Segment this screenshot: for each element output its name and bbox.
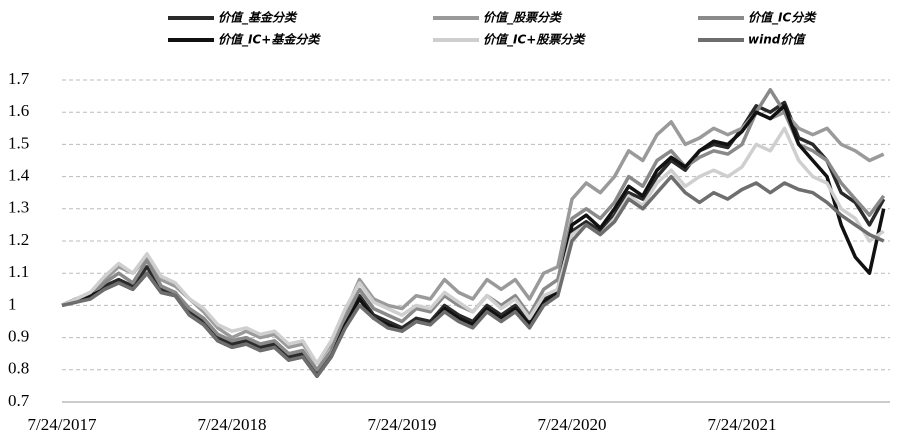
legend-label: 价值_IC+基金分类 [218, 33, 321, 48]
legend-label: 价值_股票分类 [483, 11, 563, 26]
series-line [61, 174, 885, 378]
series-line [61, 100, 886, 375]
legend-label: 价值_IC+股票分类 [483, 33, 586, 48]
x-tick-label: 7/24/2017 [28, 415, 97, 434]
y-tick-label: 0.7 [8, 391, 30, 410]
y-tick-label: 1.1 [8, 262, 29, 281]
series-line [61, 126, 885, 366]
x-tick-label: 7/24/2018 [198, 415, 267, 434]
y-tick-label: 1.4 [8, 166, 30, 185]
y-tick-label: 0.9 [8, 327, 29, 346]
y-tick-label: 0.8 [8, 359, 29, 378]
y-tick-label: 1.2 [8, 230, 29, 249]
y-tick-label: 1.6 [8, 101, 29, 120]
legend-label: 价值_基金分类 [218, 11, 298, 26]
x-tick-label: 7/24/2021 [708, 415, 777, 434]
y-tick-label: 1.5 [8, 133, 29, 152]
y-tick-label: 1.3 [8, 198, 29, 217]
x-tick-label: 7/24/2020 [538, 415, 607, 434]
y-tick-label: 1.7 [8, 69, 30, 88]
x-tick-label: 7/24/2019 [368, 415, 437, 434]
legend-label: 价值_IC分类 [748, 11, 817, 26]
legend-label: wind价值 [748, 33, 806, 47]
y-tick-label: 1 [8, 294, 17, 313]
